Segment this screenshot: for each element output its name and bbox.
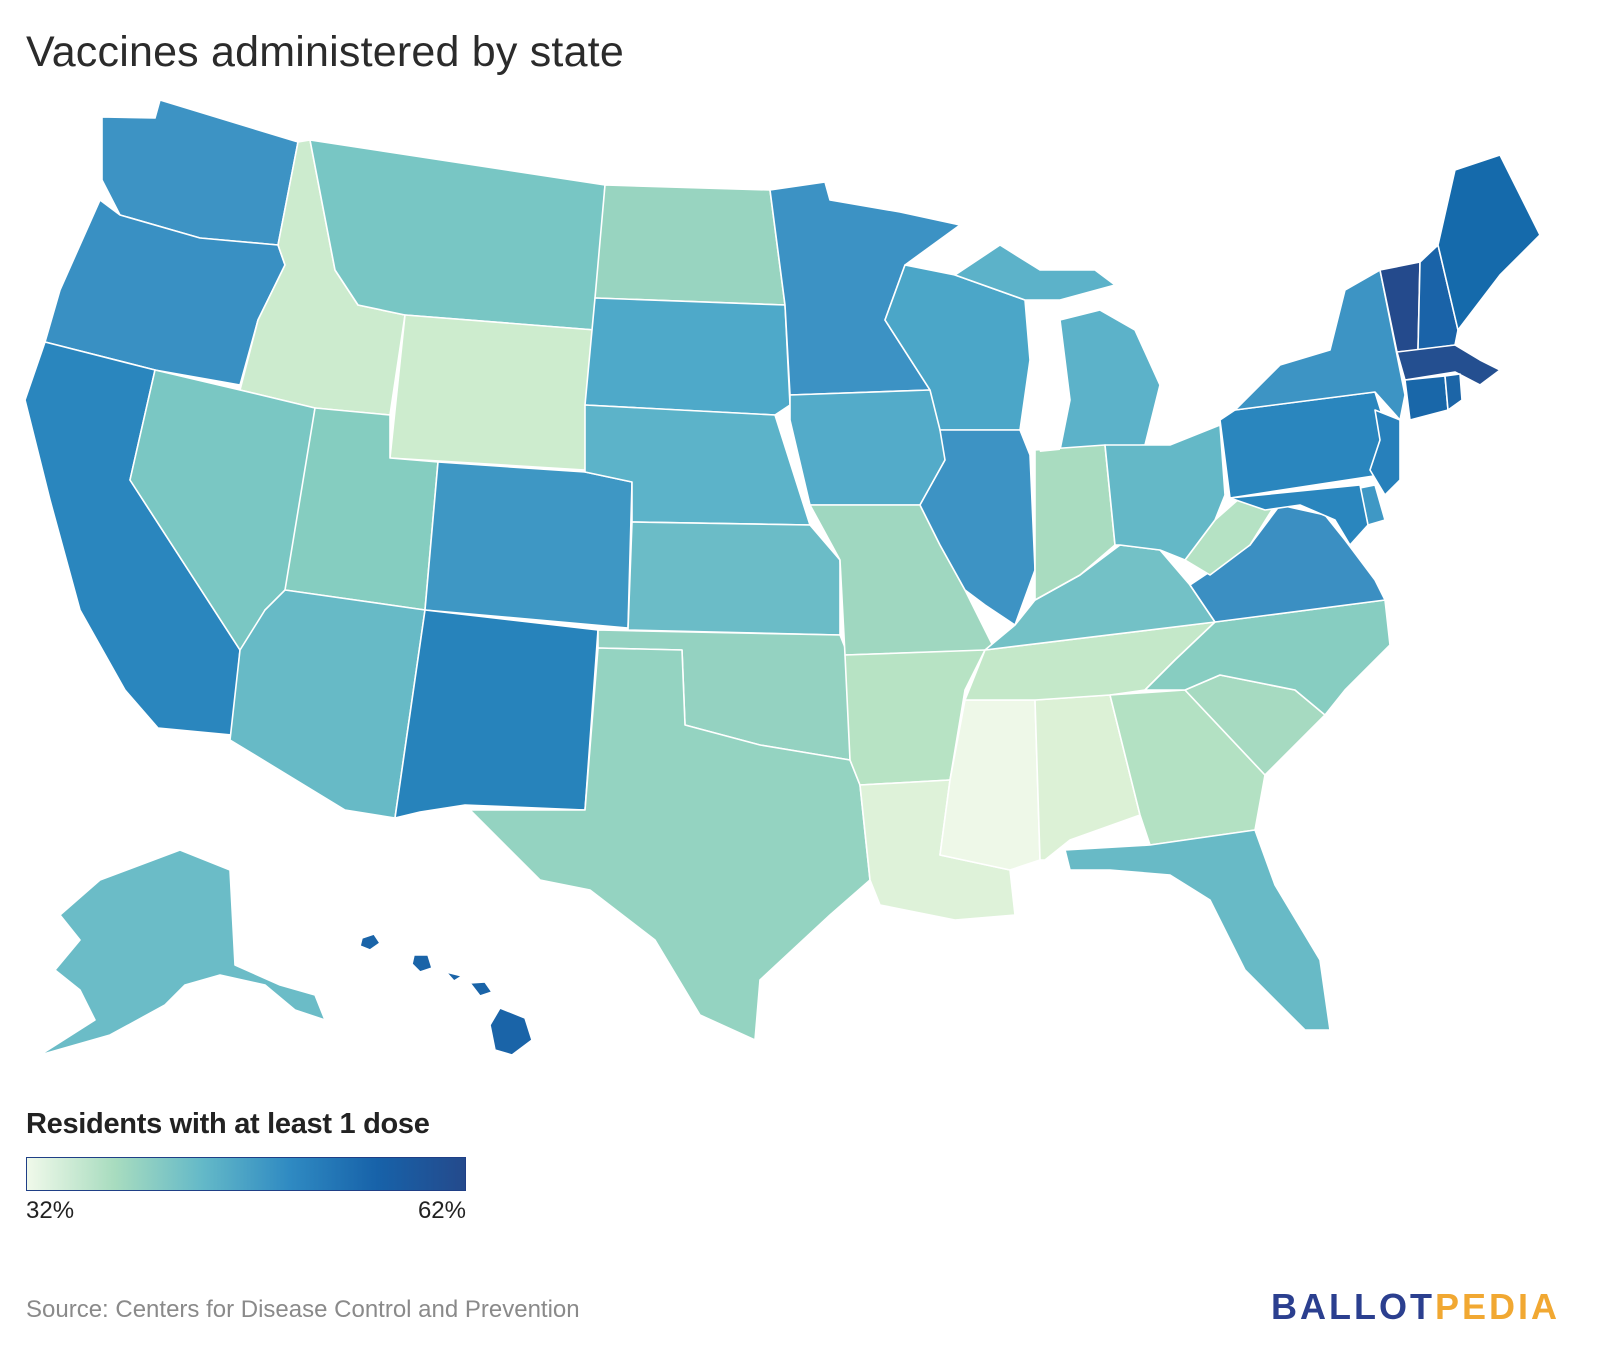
state-co[interactable] <box>424 461 633 629</box>
legend: Residents with at least 1 dose 32% 62% <box>26 1108 466 1225</box>
state-fl[interactable] <box>1064 829 1331 1031</box>
legend-max-label: 62% <box>417 1197 466 1224</box>
state-ak[interactable] <box>39 849 326 1056</box>
logo-part-ballot: BALLOT <box>1271 1286 1435 1327</box>
source-note: Source: Centers for Disease Control and … <box>26 1296 580 1323</box>
state-ct[interactable] <box>1404 375 1449 421</box>
state-tx[interactable] <box>469 647 871 1041</box>
state-oh[interactable] <box>1104 424 1226 561</box>
state-nh[interactable] <box>1417 244 1459 351</box>
state-ks[interactable] <box>627 521 841 636</box>
state-hi[interactable] <box>359 933 533 1056</box>
state-sd[interactable] <box>584 297 791 416</box>
state-mi-lower[interactable] <box>1059 309 1161 451</box>
state-va[interactable] <box>1189 504 1386 623</box>
state-nd[interactable] <box>594 184 786 306</box>
state-in[interactable] <box>1034 444 1116 601</box>
ballotpedia-logo[interactable]: BALLOTPEDIA <box>1271 1286 1560 1328</box>
legend-min-label: 32% <box>26 1197 75 1224</box>
state-nc[interactable] <box>1144 599 1391 716</box>
state-md[interactable] <box>1229 484 1369 546</box>
state-ri[interactable] <box>1444 373 1463 411</box>
state-wy[interactable] <box>389 314 596 471</box>
state-nm[interactable] <box>394 609 599 819</box>
lake-michigan <box>1030 300 1060 452</box>
us-map <box>24 99 1541 1056</box>
state-me[interactable] <box>1437 154 1541 331</box>
state-ny[interactable] <box>1234 269 1406 421</box>
map-title: Vaccines administered by state <box>26 28 624 76</box>
state-az[interactable] <box>229 589 426 819</box>
logo-part-pedia: PEDIA <box>1434 1286 1560 1327</box>
state-il[interactable] <box>919 429 1036 626</box>
state-ia[interactable] <box>789 389 946 506</box>
legend-gradient-bar <box>26 1157 466 1191</box>
state-nj[interactable] <box>1369 409 1401 496</box>
legend-title: Residents with at least 1 dose <box>26 1108 430 1140</box>
